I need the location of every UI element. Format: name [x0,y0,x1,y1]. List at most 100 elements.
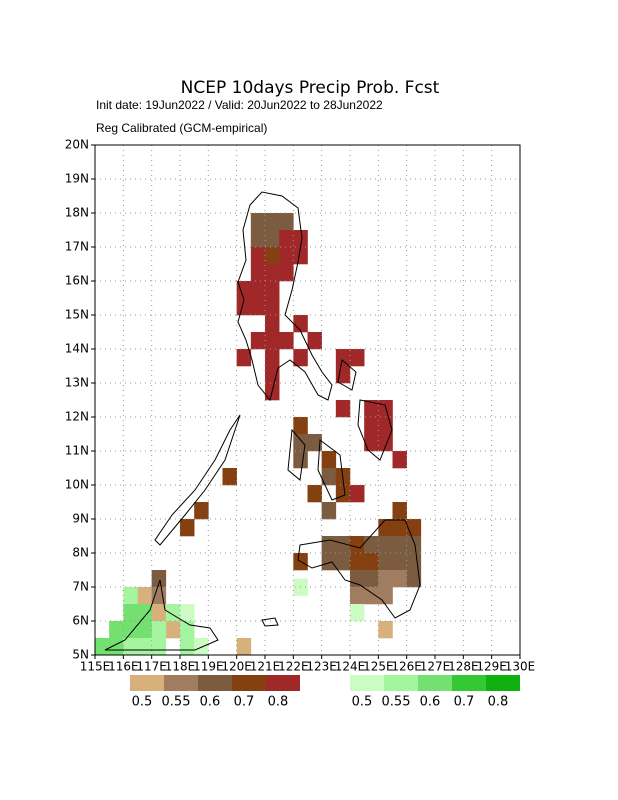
prob-cell [335,485,351,503]
x-tick-label: 115E [80,660,111,674]
prob-cell [151,587,167,605]
prob-cell [265,264,280,282]
prob-cell [321,553,337,571]
legend-swatch [232,675,266,691]
prob-cell [165,604,181,622]
legend-swatch [486,675,520,691]
x-tick-label: 121E [250,660,281,674]
prob-cell [123,621,138,639]
prob-cell [222,468,237,486]
prob-cell [236,298,252,316]
prob-cell [279,230,294,248]
prob-cell [392,451,407,469]
prob-cell [364,400,379,418]
y-tick-label: 15N [65,308,89,322]
prob-cell [95,638,110,656]
y-tick-label: 11N [65,444,89,458]
prob-cell [335,553,351,571]
prob-cell [265,332,280,350]
prob-cell [392,553,407,571]
prob-cell [137,604,152,622]
prob-cell [335,349,351,367]
prob-cell [265,315,280,333]
prob-cell [151,604,167,622]
y-tick-label: 7N [72,580,89,594]
prob-cell [123,587,138,605]
prob-cell [265,281,280,299]
prob-cell [364,434,379,452]
prob-cell [109,621,124,639]
legend-label: 0.8 [268,695,289,710]
prob-cell [180,638,195,656]
legend-label: 0.7 [234,695,255,710]
prob-cell [321,502,337,520]
prob-cell [335,536,351,554]
prob-cell [293,247,308,265]
prob-cell [123,604,138,622]
y-tick-label: 19N [65,172,89,186]
legend-label: 0.7 [454,695,475,710]
x-tick-label: 130E [505,660,536,674]
prob-cell [293,451,308,469]
y-tick-label: 8N [72,546,89,560]
plot-frame [94,144,521,656]
prob-cell [137,587,152,605]
prob-cell [265,298,280,316]
note: Reg Calibrated (GCM-empirical) [96,121,267,135]
prob-cell [279,332,294,350]
y-tick-label: 10N [65,478,89,492]
prob-cell [279,247,294,265]
legend-swatch [452,675,486,691]
legend-swatch [164,675,198,691]
legend-swatch [384,675,418,691]
x-tick-label: 119E [193,660,224,674]
y-tick-label: 6N [72,614,89,628]
x-tick-label: 116E [108,660,139,674]
legend-swatch [266,675,300,691]
prob-cell [165,621,181,639]
prob-cell [265,230,280,248]
prob-cell [364,536,379,554]
subtitle: Init date: 19Jun2022 / Valid: 20Jun2022 … [96,98,383,112]
cells [95,213,422,656]
x-tick-label: 125E [363,660,394,674]
y-tick-label: 16N [65,274,89,288]
x-tick-label: 126E [391,660,422,674]
prob-cell [307,332,322,350]
prob-cell [378,553,393,571]
legend-label: 0.5 [352,695,373,710]
prob-cell [151,638,167,656]
prob-cell [250,247,266,265]
prob-cell [335,400,351,418]
prob-cell [265,247,280,265]
prob-cell [392,519,407,537]
prob-cell [364,570,379,588]
legend-swatch [198,675,232,691]
y-tick-label: 9N [72,512,89,526]
prob-cell [236,281,252,299]
axes: 115E116E117E118E119E120E121E122E123E124E… [65,138,536,674]
prob-cell [123,638,138,656]
prob-cell [350,570,365,588]
prob-cell [307,434,322,452]
prob-cell [406,570,422,588]
prob-cell [364,417,379,435]
prob-cell [265,213,280,231]
prob-cell [392,570,407,588]
prob-cell [378,536,393,554]
prob-cell [151,621,167,639]
legend-swatch [418,675,452,691]
prob-cell [392,502,407,520]
prob-cell [378,587,393,605]
prob-cell [265,349,280,367]
x-tick-label: 124E [335,660,366,674]
prob-cell [350,553,365,571]
grid [95,145,520,655]
prob-cell [350,536,365,554]
y-tick-label: 13N [65,376,89,390]
x-tick-label: 129E [476,660,507,674]
prob-cell [236,638,252,656]
prob-cell [279,213,294,231]
prob-cell [293,315,308,333]
prob-cell [350,349,365,367]
